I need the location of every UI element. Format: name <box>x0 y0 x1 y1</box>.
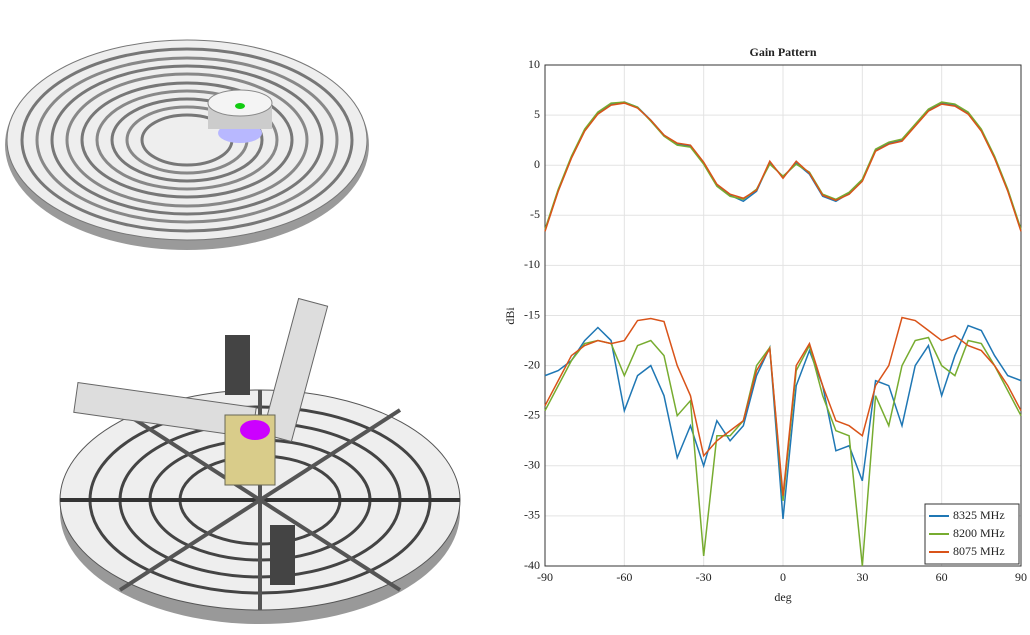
y-tick-label: 5 <box>534 107 540 121</box>
legend: 8325 MHz 8200 MHz 8075 MHz <box>925 504 1019 564</box>
x-tick-label: -60 <box>616 570 632 584</box>
x-axis-label: deg <box>774 590 791 604</box>
x-tick-label: -30 <box>696 570 712 584</box>
legend-label: 8325 MHz <box>953 508 1005 522</box>
y-tick-label: -15 <box>524 307 540 321</box>
x-tick-label: 60 <box>936 570 948 584</box>
x-tick-label: 0 <box>780 570 786 584</box>
x-tick-label: 30 <box>856 570 868 584</box>
chart-title: Gain Pattern <box>750 45 817 59</box>
antenna-feed-render <box>60 299 460 624</box>
y-tick-label: -5 <box>530 207 540 221</box>
y-tick-label: 10 <box>528 57 540 71</box>
legend-label: 8075 MHz <box>953 544 1005 558</box>
chart: Gain Pattern deg dBi -40-35-30-25-20-15-… <box>503 45 1027 604</box>
y-axis-label: dBi <box>503 307 517 325</box>
x-tick-label: -90 <box>537 570 553 584</box>
y-tick-label: -35 <box>524 508 540 522</box>
antenna-top-render <box>5 40 369 250</box>
figure: Gain Pattern deg dBi -40-35-30-25-20-15-… <box>0 0 1030 630</box>
y-tick-label: -20 <box>524 357 540 371</box>
x-tick-label: 90 <box>1015 570 1027 584</box>
legend-label: 8200 MHz <box>953 526 1005 540</box>
y-tick-label: 0 <box>534 157 540 171</box>
y-tick-label: -25 <box>524 407 540 421</box>
y-tick-label: -10 <box>524 257 540 271</box>
y-tick-label: -30 <box>524 458 540 472</box>
